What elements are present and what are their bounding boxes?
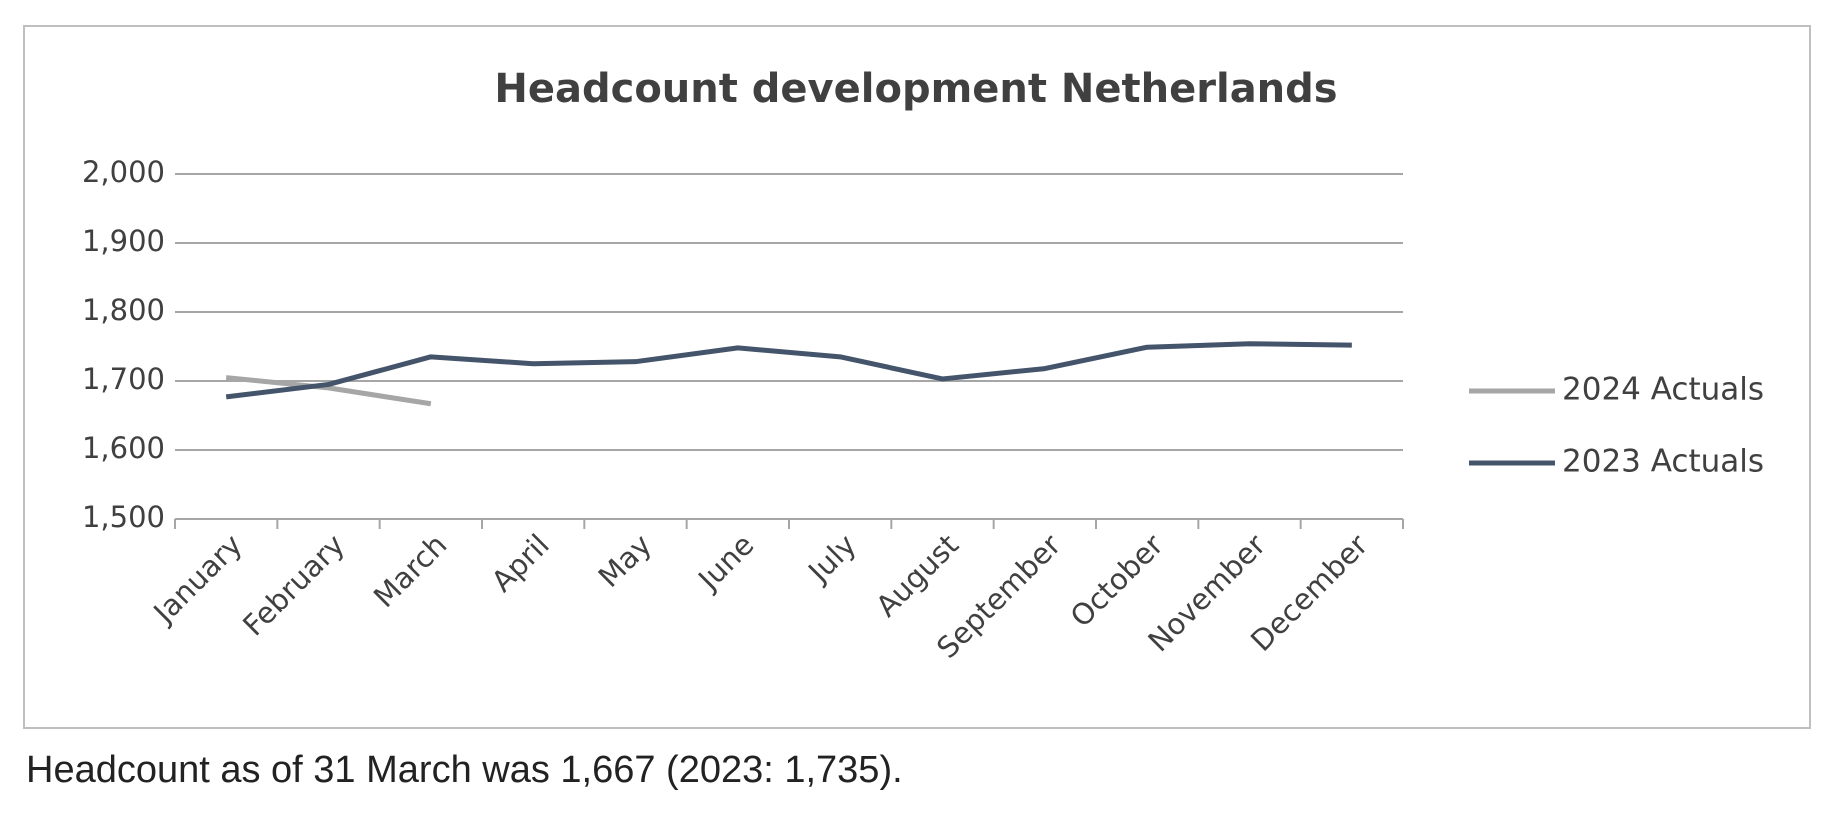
- legend-label: 2023 Actuals: [1562, 444, 1764, 480]
- legend-label: 2024 Actuals: [1562, 372, 1764, 408]
- y-tick-label: 1,500: [82, 500, 165, 534]
- chart-title: Headcount development Netherlands: [494, 66, 1337, 112]
- chart-frame: [23, 25, 1811, 729]
- y-tick-label: 1,800: [82, 293, 165, 327]
- line-series: [225, 375, 432, 407]
- caption: Headcount as of 31 March was 1,667 (2023…: [26, 749, 903, 791]
- y-tick-label: 1,900: [82, 224, 165, 258]
- y-tick-label: 1,600: [82, 431, 165, 465]
- y-tick-label: 1,700: [82, 362, 165, 396]
- y-tick-label: 2,000: [82, 155, 165, 189]
- line-series: [225, 341, 1352, 400]
